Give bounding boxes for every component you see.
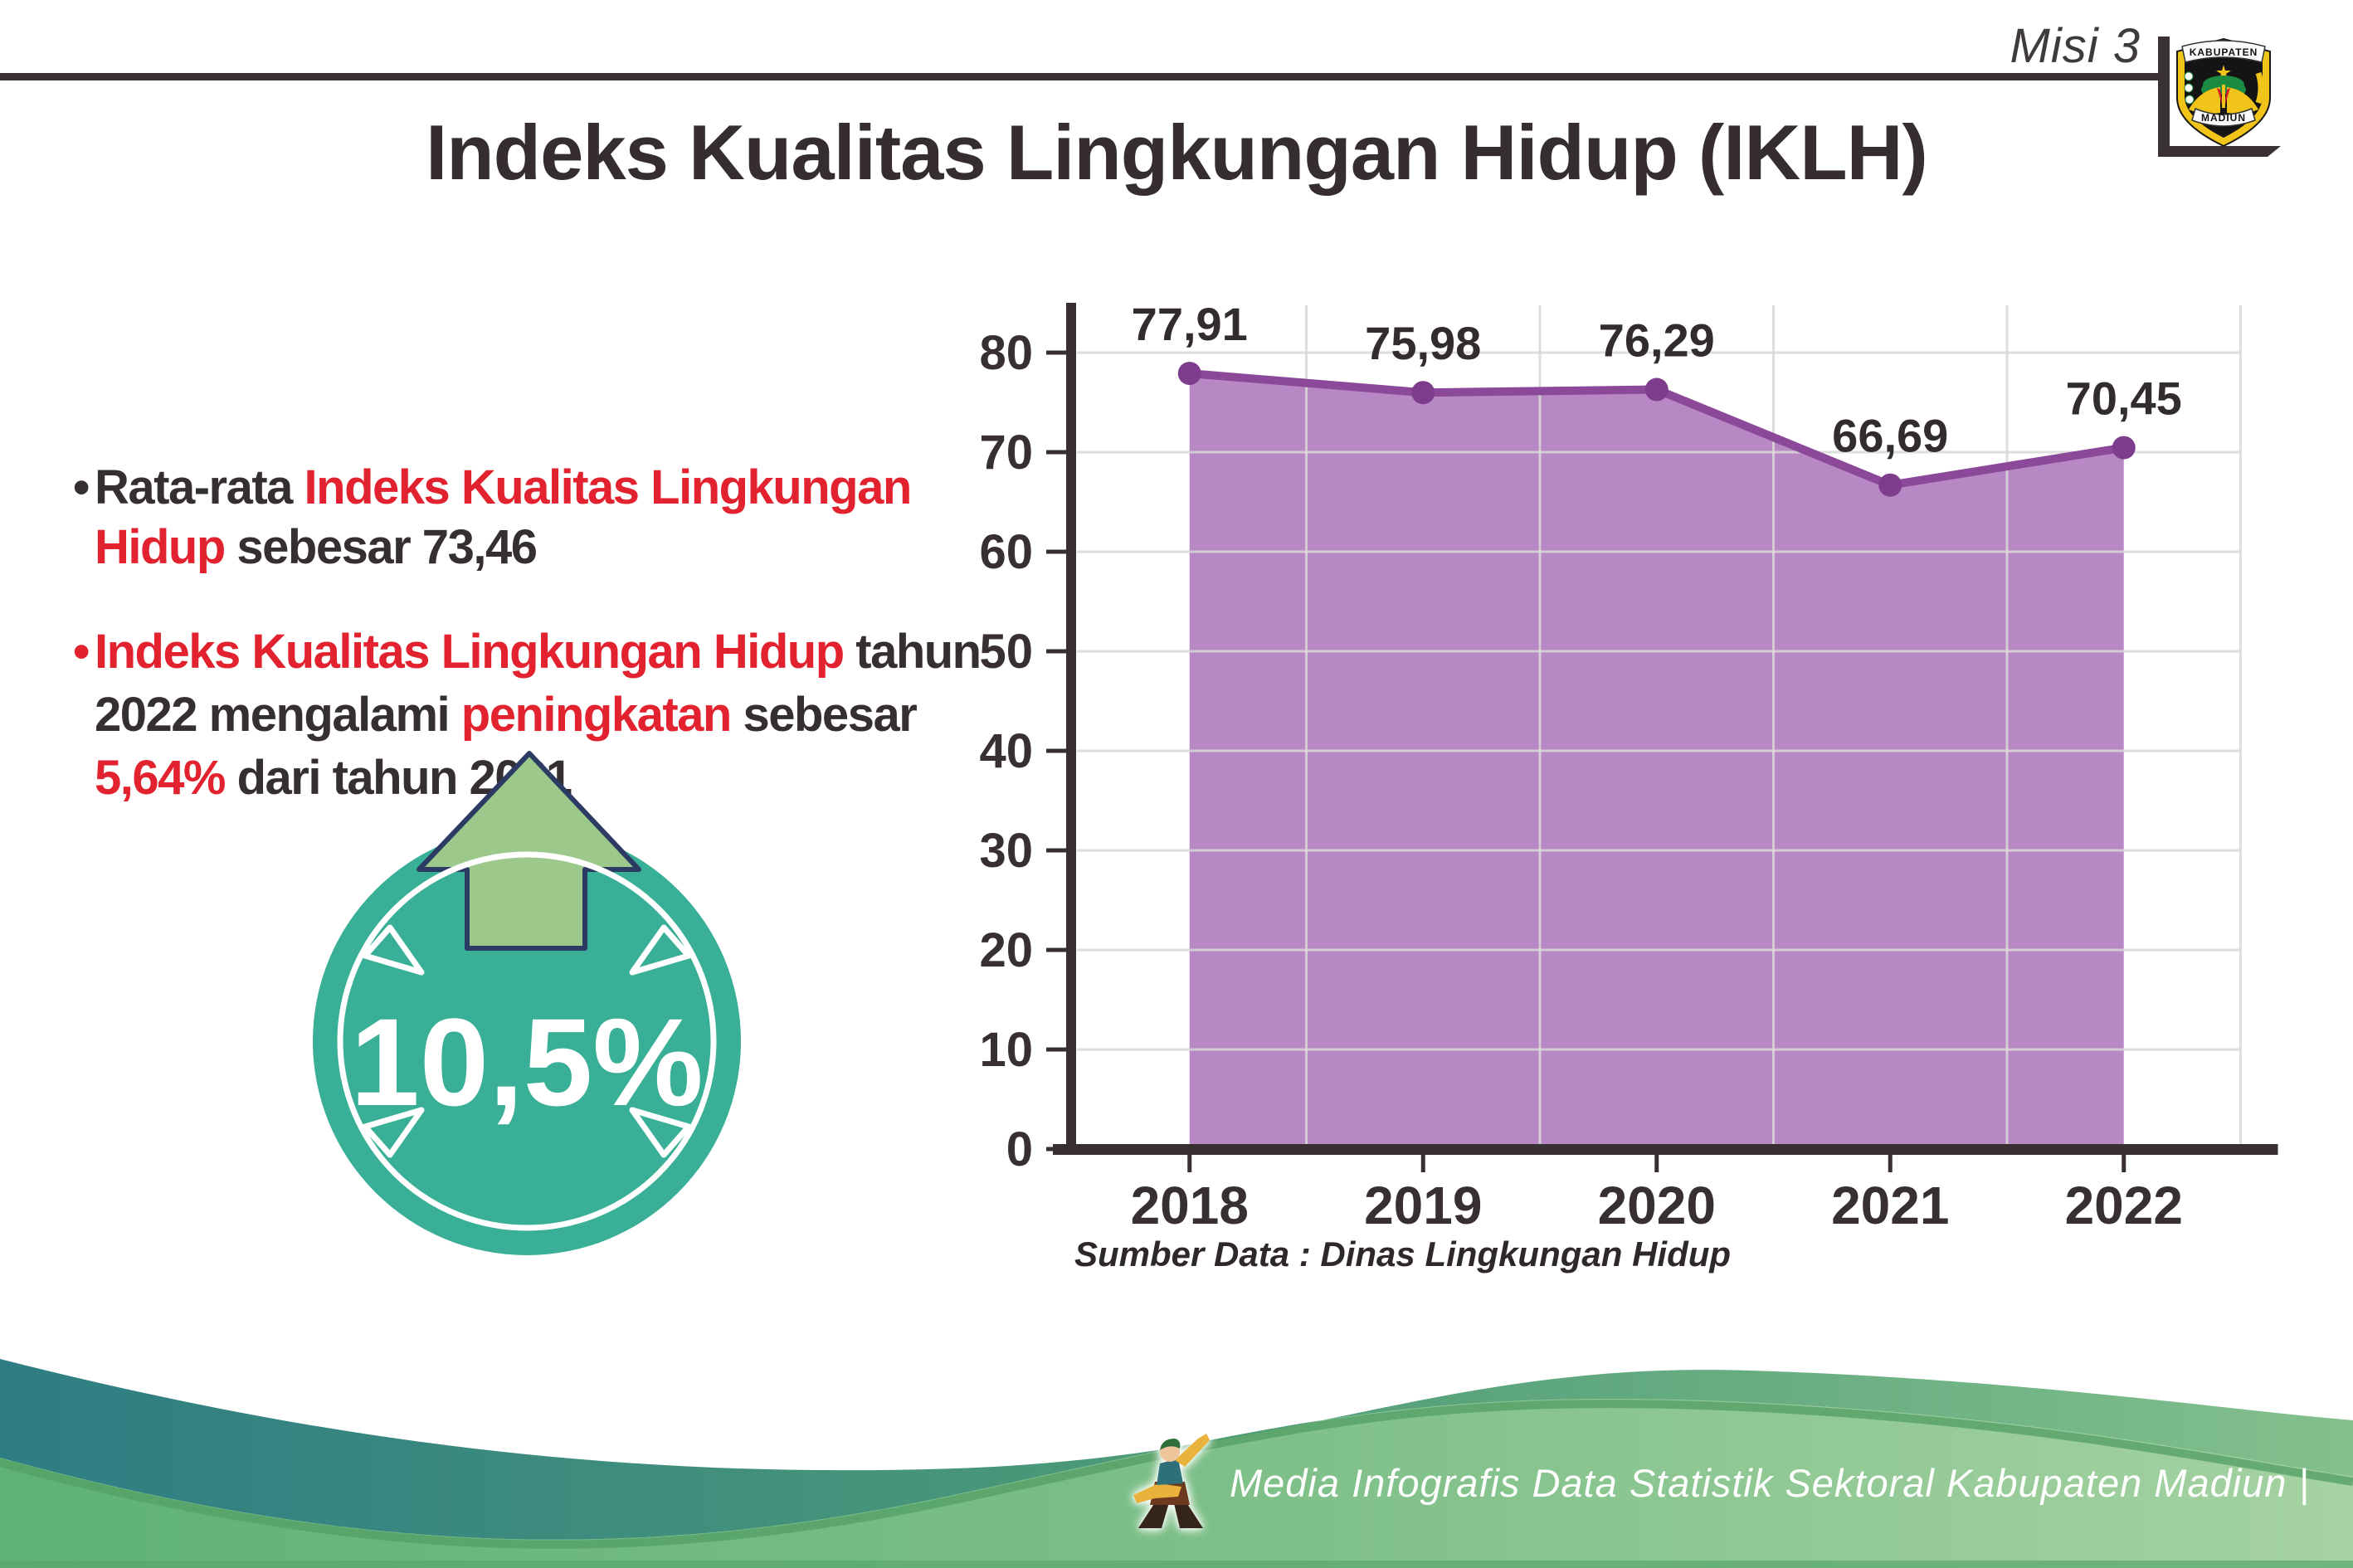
mascot-left-arm <box>1133 1483 1181 1503</box>
category-label: 2019 <box>1364 1176 1482 1235</box>
y-tick-label: 0 <box>1006 1122 1033 1176</box>
up-arrow-icon <box>417 751 641 951</box>
category-label: 2022 <box>2065 1176 2183 1235</box>
bracket-horizontal-bar <box>2158 146 2281 157</box>
bullet-item-2: Indeks Kualitas Lingkungan Hidup tahun 2… <box>73 621 1019 810</box>
y-tick-label: 30 <box>979 824 1033 878</box>
y-tick-label: 80 <box>979 326 1033 380</box>
mascot-sash <box>1157 1458 1183 1485</box>
footer-wave <box>0 1359 2353 1568</box>
logo-right-wing <box>2227 87 2258 114</box>
badge-inner-ring <box>337 851 717 1231</box>
logo-cotton <box>2184 83 2194 93</box>
data-point <box>1644 377 1669 402</box>
bullet-text-segment: Indeks Kualitas Lingkungan Hidup <box>95 625 845 679</box>
badge-circle <box>313 827 741 1255</box>
bullet-text-segment: peningkatan <box>460 688 733 742</box>
page-title: Indeks Kualitas Lingkungan Hidup (IKLH) <box>426 109 1928 196</box>
increase-badge: 10,5% <box>313 751 741 1255</box>
data-point <box>2112 436 2136 460</box>
footer-bottom-strip <box>0 1561 2353 1568</box>
bullet-text-segment: Indeks Kualitas Lingkungan Hidup <box>95 460 912 574</box>
logo-top-ribbon <box>2181 40 2266 63</box>
logo-wheat <box>2255 71 2264 105</box>
bullet-text-segment: sebesar 73,46 <box>224 520 538 574</box>
logo-star <box>2216 65 2231 80</box>
category-label: 2018 <box>1131 1176 1249 1235</box>
data-point <box>1177 362 1201 386</box>
data-label: 70,45 <box>2066 373 2182 425</box>
mascot-left-leg <box>1138 1500 1170 1528</box>
data-label: 75,98 <box>1365 317 1481 369</box>
badge-sparkle-triangles <box>362 924 692 1158</box>
data-point <box>1878 473 1902 497</box>
bracket-vertical-bar <box>2158 37 2170 157</box>
data-point <box>1411 381 1435 405</box>
category-label: 2020 <box>1598 1176 1716 1235</box>
source-note: Sumber Data : Dinas Lingkungan Hidup <box>1074 1234 1732 1273</box>
mascot-cap <box>1160 1439 1181 1450</box>
logo-bottom-ribbon <box>2191 107 2256 127</box>
bullet-text-segment: sebesar <box>730 688 917 742</box>
badge-value: 10,5% <box>350 992 703 1132</box>
mascot-right-leg <box>1173 1500 1203 1528</box>
logo-cotton <box>2185 95 2195 105</box>
logo-keris <box>2222 85 2225 108</box>
logo-cotton <box>2184 71 2194 81</box>
footer-caption: Media Infografis Data Statistik Sektoral… <box>1230 1461 2310 1505</box>
area-fill <box>1189 373 2124 1150</box>
footer-wave-edge <box>0 1400 2353 1549</box>
category-label: 2021 <box>1831 1176 1949 1235</box>
logo-top-text: KABUPATEN <box>2190 46 2258 58</box>
bullet-text-segment: 5,64% <box>95 751 226 805</box>
misi-label: Misi 3 <box>2010 19 2141 73</box>
dancer-mascot-icon <box>1133 1434 1210 1528</box>
bullet-text-segment: Rata-rata <box>95 460 304 514</box>
kabupaten-madiun-logo: KABUPATEN MADIUN <box>2176 37 2271 148</box>
bullet-list: Rata-rata Indeks Kualitas Lingkungan Hid… <box>73 458 1019 810</box>
footer-ribbon <box>0 1359 2353 1540</box>
logo-left-wing <box>2189 87 2220 114</box>
data-label: 66,69 <box>1832 410 1948 462</box>
y-tick-label: 10 <box>979 1023 1033 1077</box>
y-axis <box>1066 303 1076 1155</box>
y-tick-label: 20 <box>979 923 1033 977</box>
data-label: 77,91 <box>1132 298 1248 350</box>
bullet-text-segment: tahun 2022 mengalami <box>95 625 982 742</box>
x-axis <box>1053 1144 2278 1155</box>
bullet-item-1: Rata-rata Indeks Kualitas Lingkungan Hid… <box>73 458 1019 577</box>
header-rule <box>0 73 2165 80</box>
logo-bracket-ornament <box>2158 37 2281 157</box>
data-label: 76,29 <box>1599 314 1715 367</box>
mascot-right-arm <box>1175 1434 1210 1467</box>
logo-bottom-text: MADIUN <box>2201 112 2246 124</box>
